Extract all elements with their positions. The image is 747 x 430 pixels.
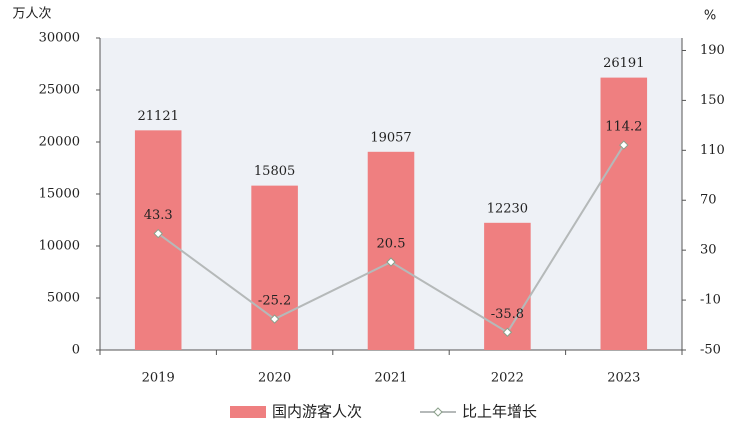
- y2-tick-label: 30: [700, 243, 717, 258]
- x-tick-label: 2020: [258, 371, 291, 386]
- y-tick-label: 5000: [47, 291, 80, 306]
- bar-value-label: 12230: [487, 201, 528, 216]
- y2-tick-label: 70: [700, 193, 717, 208]
- y-axis-label: 万人次: [12, 6, 51, 22]
- y2-tick-label: 110: [700, 143, 725, 158]
- x-tick-label: 2022: [491, 371, 524, 386]
- line-value-label: 114.2: [605, 120, 642, 135]
- bar: [251, 185, 298, 350]
- legend-swatch: [230, 406, 266, 418]
- line-marker: [619, 140, 629, 150]
- y2-tick-label: 150: [700, 93, 725, 108]
- bar: [367, 151, 415, 350]
- x-tick-label: 2023: [607, 371, 640, 386]
- y-tick-label: 15000: [39, 187, 80, 202]
- line-value-label: 43.3: [144, 208, 173, 223]
- y2-axis-label: %: [704, 9, 716, 24]
- bar-value-label: 21121: [138, 109, 179, 124]
- y2-tick-label: -10: [700, 293, 721, 308]
- bar-value-label: 15805: [254, 164, 295, 179]
- line-value-label: -25.2: [258, 294, 291, 309]
- legend-marker: [433, 407, 443, 417]
- y2-tick-label: 190: [700, 43, 725, 58]
- line-value-label: 20.5: [377, 237, 406, 252]
- line-value-label: -35.8: [491, 307, 524, 322]
- y-tick-label: 25000: [39, 83, 80, 98]
- legend-label: 国内游客人次: [272, 403, 362, 421]
- x-tick-label: 2019: [142, 371, 175, 386]
- x-tick-label: 2021: [374, 371, 407, 386]
- line-marker: [386, 257, 396, 267]
- y2-tick-label: -50: [700, 343, 721, 358]
- y-tick-label: 20000: [39, 135, 80, 150]
- bar: [600, 77, 648, 351]
- line-marker: [269, 314, 280, 324]
- line-marker: [502, 327, 513, 337]
- bar-value-label: 26191: [603, 56, 644, 71]
- bar-value-label: 19057: [370, 130, 411, 145]
- legend-label: 比上年增长: [462, 403, 537, 421]
- y-tick-label: 0: [72, 343, 80, 358]
- line-marker: [153, 228, 163, 239]
- y-tick-label: 10000: [39, 239, 80, 254]
- y-tick-label: 30000: [39, 31, 80, 46]
- bar: [134, 130, 182, 350]
